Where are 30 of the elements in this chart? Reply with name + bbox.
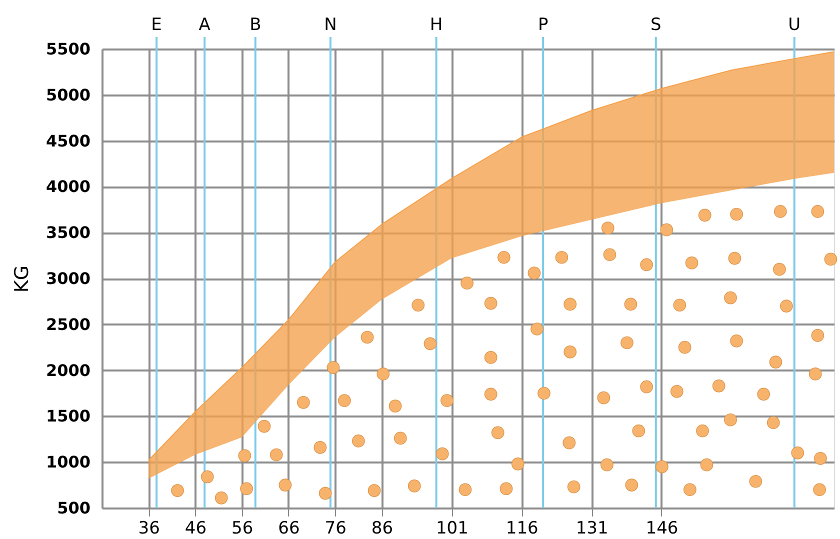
- ref-line-label: B: [250, 15, 262, 35]
- x-tick-label: 116: [506, 518, 538, 538]
- y-tick-label: 5000: [46, 85, 90, 104]
- x-tick-label: 101: [436, 518, 468, 538]
- x-tick-label: 146: [646, 518, 678, 538]
- y-tick-label: 500: [57, 498, 90, 518]
- y-axis-title: KG: [10, 265, 33, 293]
- x-tick-label: 46: [184, 518, 207, 538]
- ref-line-label: H: [430, 15, 443, 35]
- x-tick-label: 36: [138, 518, 160, 538]
- ref-line-label: E: [151, 15, 162, 35]
- y-tick-label: 3500: [46, 223, 90, 242]
- x-tick-label: 66: [278, 518, 300, 538]
- x-tick-label: 56: [232, 518, 254, 538]
- y-tick-label: 2000: [46, 360, 90, 380]
- ref-line-label: A: [198, 15, 211, 35]
- y-tick-label: 2500: [46, 314, 90, 334]
- ref-line-label: U: [788, 15, 801, 35]
- y-tick-label: 3000: [46, 269, 90, 288]
- y-tick-label: 5500: [46, 40, 90, 58]
- y-tick-label: 1000: [46, 452, 90, 472]
- x-tick-label: 131: [576, 518, 608, 538]
- y-tick-label: 4000: [46, 177, 90, 196]
- x-tick-label: 76: [324, 518, 346, 538]
- x-tick-label: 86: [371, 518, 394, 538]
- ref-line-label: S: [650, 15, 662, 35]
- y-tick-label: 4500: [46, 131, 90, 150]
- ref-line-label: N: [324, 15, 337, 35]
- y-tick-label: 1500: [46, 406, 90, 426]
- ref-line-label: P: [538, 15, 548, 35]
